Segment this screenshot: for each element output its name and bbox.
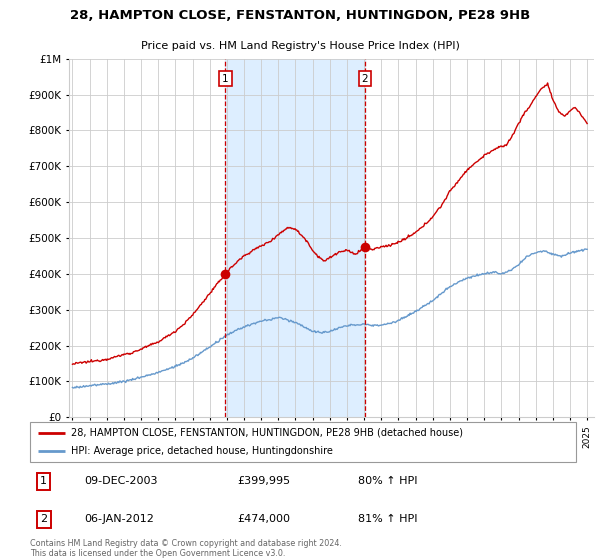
Text: Price paid vs. HM Land Registry's House Price Index (HPI): Price paid vs. HM Land Registry's House … [140,41,460,51]
Bar [226,59,365,417]
Text: HPI: Average price, detached house, Huntingdonshire: HPI: Average price, detached house, Hunt… [71,446,333,456]
Text: 81% ↑ HPI: 81% ↑ HPI [358,514,417,524]
Text: 28, HAMPTON CLOSE, FENSTANTON, HUNTINGDON, PE28 9HB (detached house): 28, HAMPTON CLOSE, FENSTANTON, HUNTINGDO… [71,428,463,437]
Text: 1: 1 [40,477,47,487]
Text: 28, HAMPTON CLOSE, FENSTANTON, HUNTINGDON, PE28 9HB: 28, HAMPTON CLOSE, FENSTANTON, HUNTINGDO… [70,9,530,22]
Text: 1: 1 [222,73,229,83]
Text: Contains HM Land Registry data © Crown copyright and database right 2024.
This d: Contains HM Land Registry data © Crown c… [30,539,342,558]
Text: 80% ↑ HPI: 80% ↑ HPI [358,477,417,487]
Text: £399,995: £399,995 [238,477,290,487]
Text: 2: 2 [40,514,47,524]
Text: 09-DEC-2003: 09-DEC-2003 [85,477,158,487]
Text: 06-JAN-2012: 06-JAN-2012 [85,514,154,524]
Text: £474,000: £474,000 [238,514,290,524]
Text: 2: 2 [361,73,368,83]
FancyBboxPatch shape [30,422,576,462]
